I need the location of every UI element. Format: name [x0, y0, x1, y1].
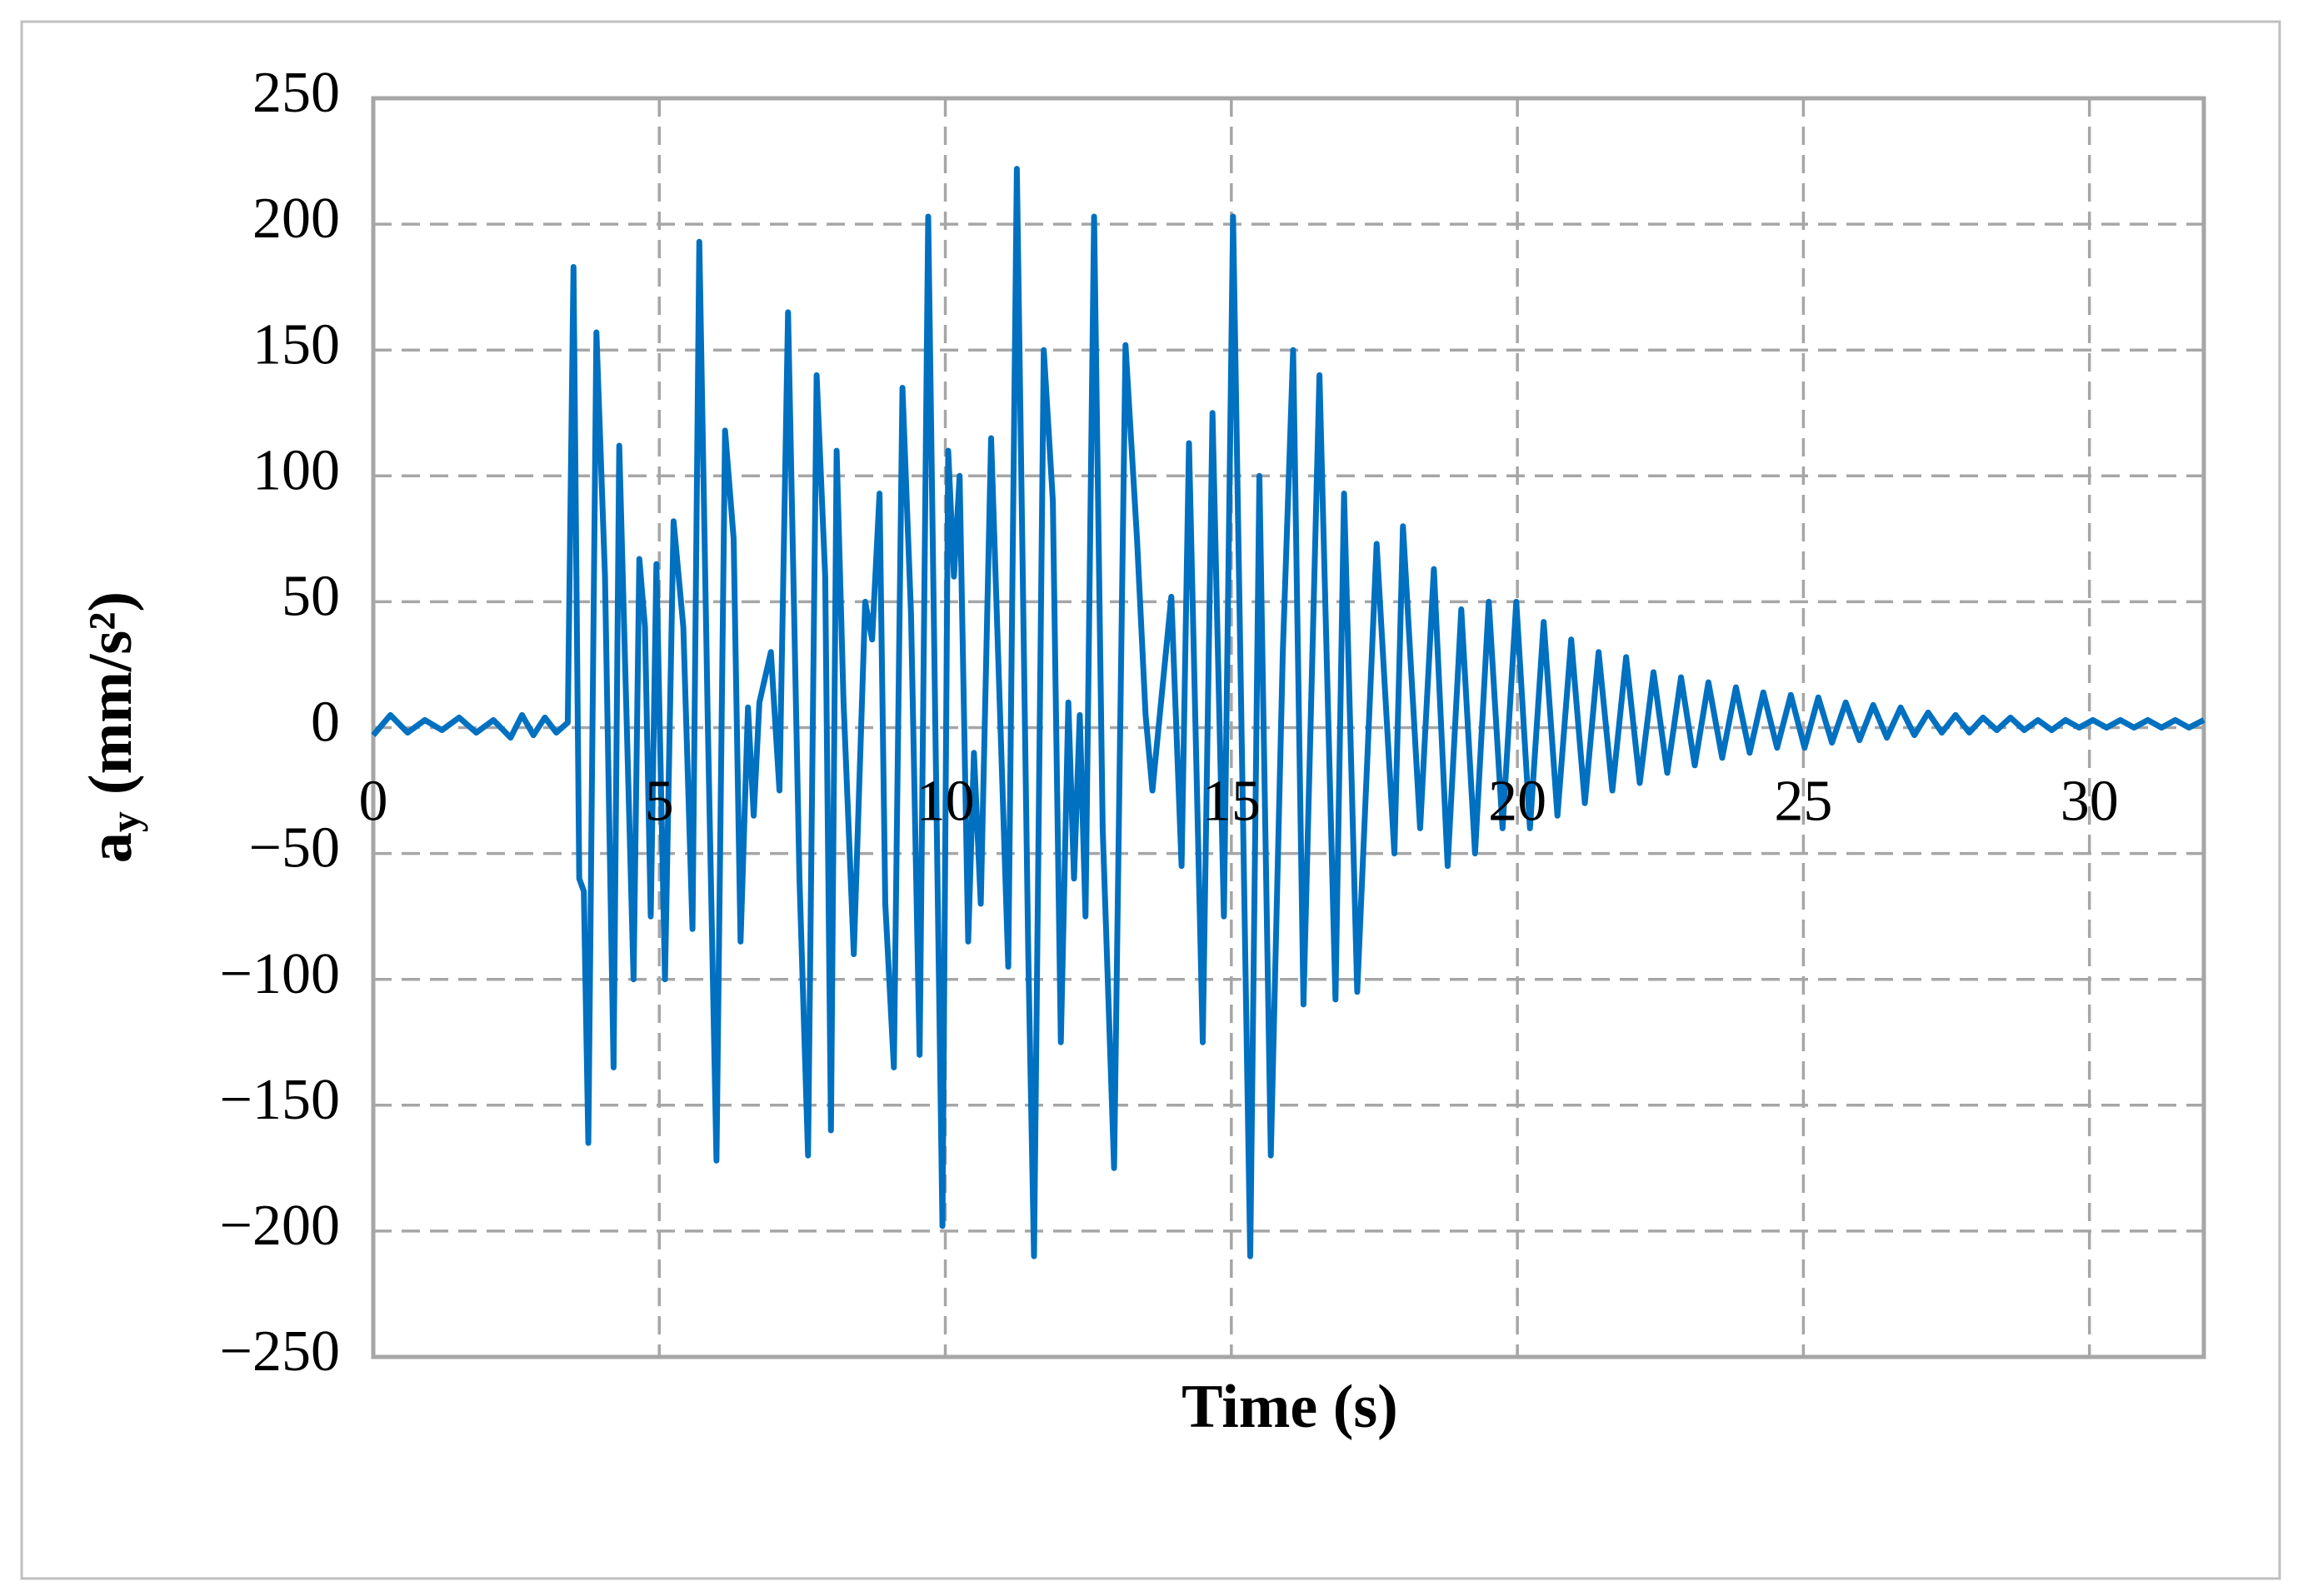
x-tick-label: 20 [1488, 770, 1546, 834]
y-tick-label: 100 [252, 438, 340, 502]
chart-frame [20, 20, 2281, 1580]
x-tick-label: 5 [645, 770, 674, 834]
y-tick-label: −50 [249, 816, 340, 880]
y-tick-label: −150 [220, 1068, 340, 1132]
y-tick-label: 150 [252, 312, 340, 377]
y-tick-label: 200 [252, 187, 340, 251]
y-tick-label: 0 [311, 691, 340, 755]
x-tick-label: 0 [359, 770, 388, 834]
y-tick-label: −200 [220, 1194, 340, 1258]
y-label-unit: (mm/s²) [77, 591, 145, 795]
y-tick-label: −100 [220, 942, 340, 1006]
x-axis-label: Time (s) [1181, 1373, 1398, 1441]
x-tick-label: 10 [917, 770, 975, 834]
x-tick-label: 15 [1202, 770, 1261, 834]
y-label-symbol: a [77, 832, 145, 863]
y-tick-label: 250 [252, 61, 340, 125]
x-tick-label: 25 [1774, 770, 1832, 834]
x-tick-label: 30 [2061, 770, 2119, 834]
y-tick-label: 50 [282, 564, 340, 628]
y-label-subscript: y [102, 811, 148, 832]
labels: −250 −200 −150 −100 −50 0 50 100 150 200 250 0 5 10 15… [220, 61, 2119, 1384]
plot [371, 166, 2206, 1259]
plot-border [371, 96, 2206, 1359]
y-axis-label: ay (mm/s²) [77, 591, 148, 863]
data-line [371, 166, 2206, 1259]
y-tick-label: −250 [220, 1319, 340, 1384]
